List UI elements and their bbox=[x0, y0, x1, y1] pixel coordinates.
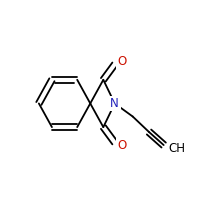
Text: N: N bbox=[110, 97, 119, 110]
Text: O: O bbox=[117, 139, 126, 152]
Text: CH: CH bbox=[169, 142, 186, 155]
Text: O: O bbox=[117, 55, 126, 68]
